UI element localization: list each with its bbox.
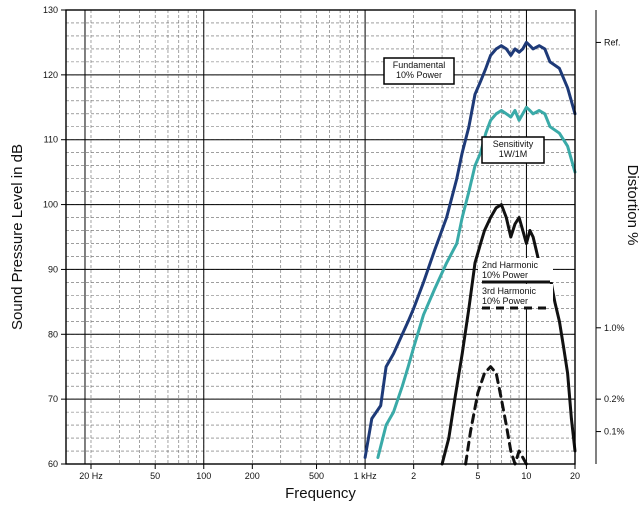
x-tick-label: 2	[411, 471, 416, 481]
annotation-text: 10% Power	[482, 296, 528, 306]
tick-labels: 60 70 80 90 100 110 120 130 20 Hz 50 100 200 500 1 kH…	[43, 5, 625, 481]
series-line-3	[464, 365, 528, 466]
annotation-box	[478, 258, 553, 282]
plot-frame	[65, 9, 576, 465]
annotation-box	[383, 57, 455, 85]
x-tick-label: 5	[475, 471, 480, 481]
x-tick-label: 100	[196, 471, 211, 481]
x-tick-label: 20	[570, 471, 580, 481]
annotation-text: 10% Power	[482, 270, 528, 280]
grid	[66, 9, 575, 465]
series-line-2	[440, 203, 577, 466]
x-tick-label: 200	[245, 471, 260, 481]
right-tick-label: 0.1%	[604, 427, 625, 437]
y-axis-label: Sound Pressure Level in dB	[9, 144, 26, 330]
x-tick-label: 20 Hz	[79, 471, 103, 481]
series-line-0	[363, 40, 577, 459]
y-tick-label: 130	[43, 5, 58, 15]
x-tick-label: 500	[309, 471, 324, 481]
y-tick-label: 80	[48, 329, 58, 339]
y-tick-label: 60	[48, 459, 58, 469]
right-tick-label: 0.2%	[604, 394, 625, 404]
series-layer	[363, 40, 577, 466]
annotation-text: Sensitivity	[493, 139, 534, 149]
annotation-text: 3rd Harmonic	[482, 286, 537, 296]
y-tick-label: 120	[43, 70, 58, 80]
x-axis-label: Frequency	[285, 485, 356, 502]
annotation-text: 2nd Harmonic	[482, 260, 539, 270]
annotation-box	[481, 136, 545, 164]
series-line-1	[376, 105, 577, 459]
y-tick-label: 90	[48, 264, 58, 274]
x-tick-label: 1 kHz	[354, 471, 378, 481]
y-tick-label: 70	[48, 394, 58, 404]
right-axis-label: Distortion %	[624, 165, 640, 246]
right-tick-label: Ref.	[604, 37, 621, 47]
annotation-text: Fundamental	[393, 60, 446, 70]
annotation-box	[478, 284, 553, 308]
x-tick-label: 10	[521, 471, 531, 481]
y-tick-label: 100	[43, 200, 58, 210]
annotation-text: 10% Power	[396, 70, 442, 80]
x-tick-label: 50	[150, 471, 160, 481]
right-tick-label: 1.0%	[604, 323, 625, 333]
annotation-text: 1W/1M	[499, 149, 528, 159]
y-tick-label: 110	[44, 135, 58, 145]
